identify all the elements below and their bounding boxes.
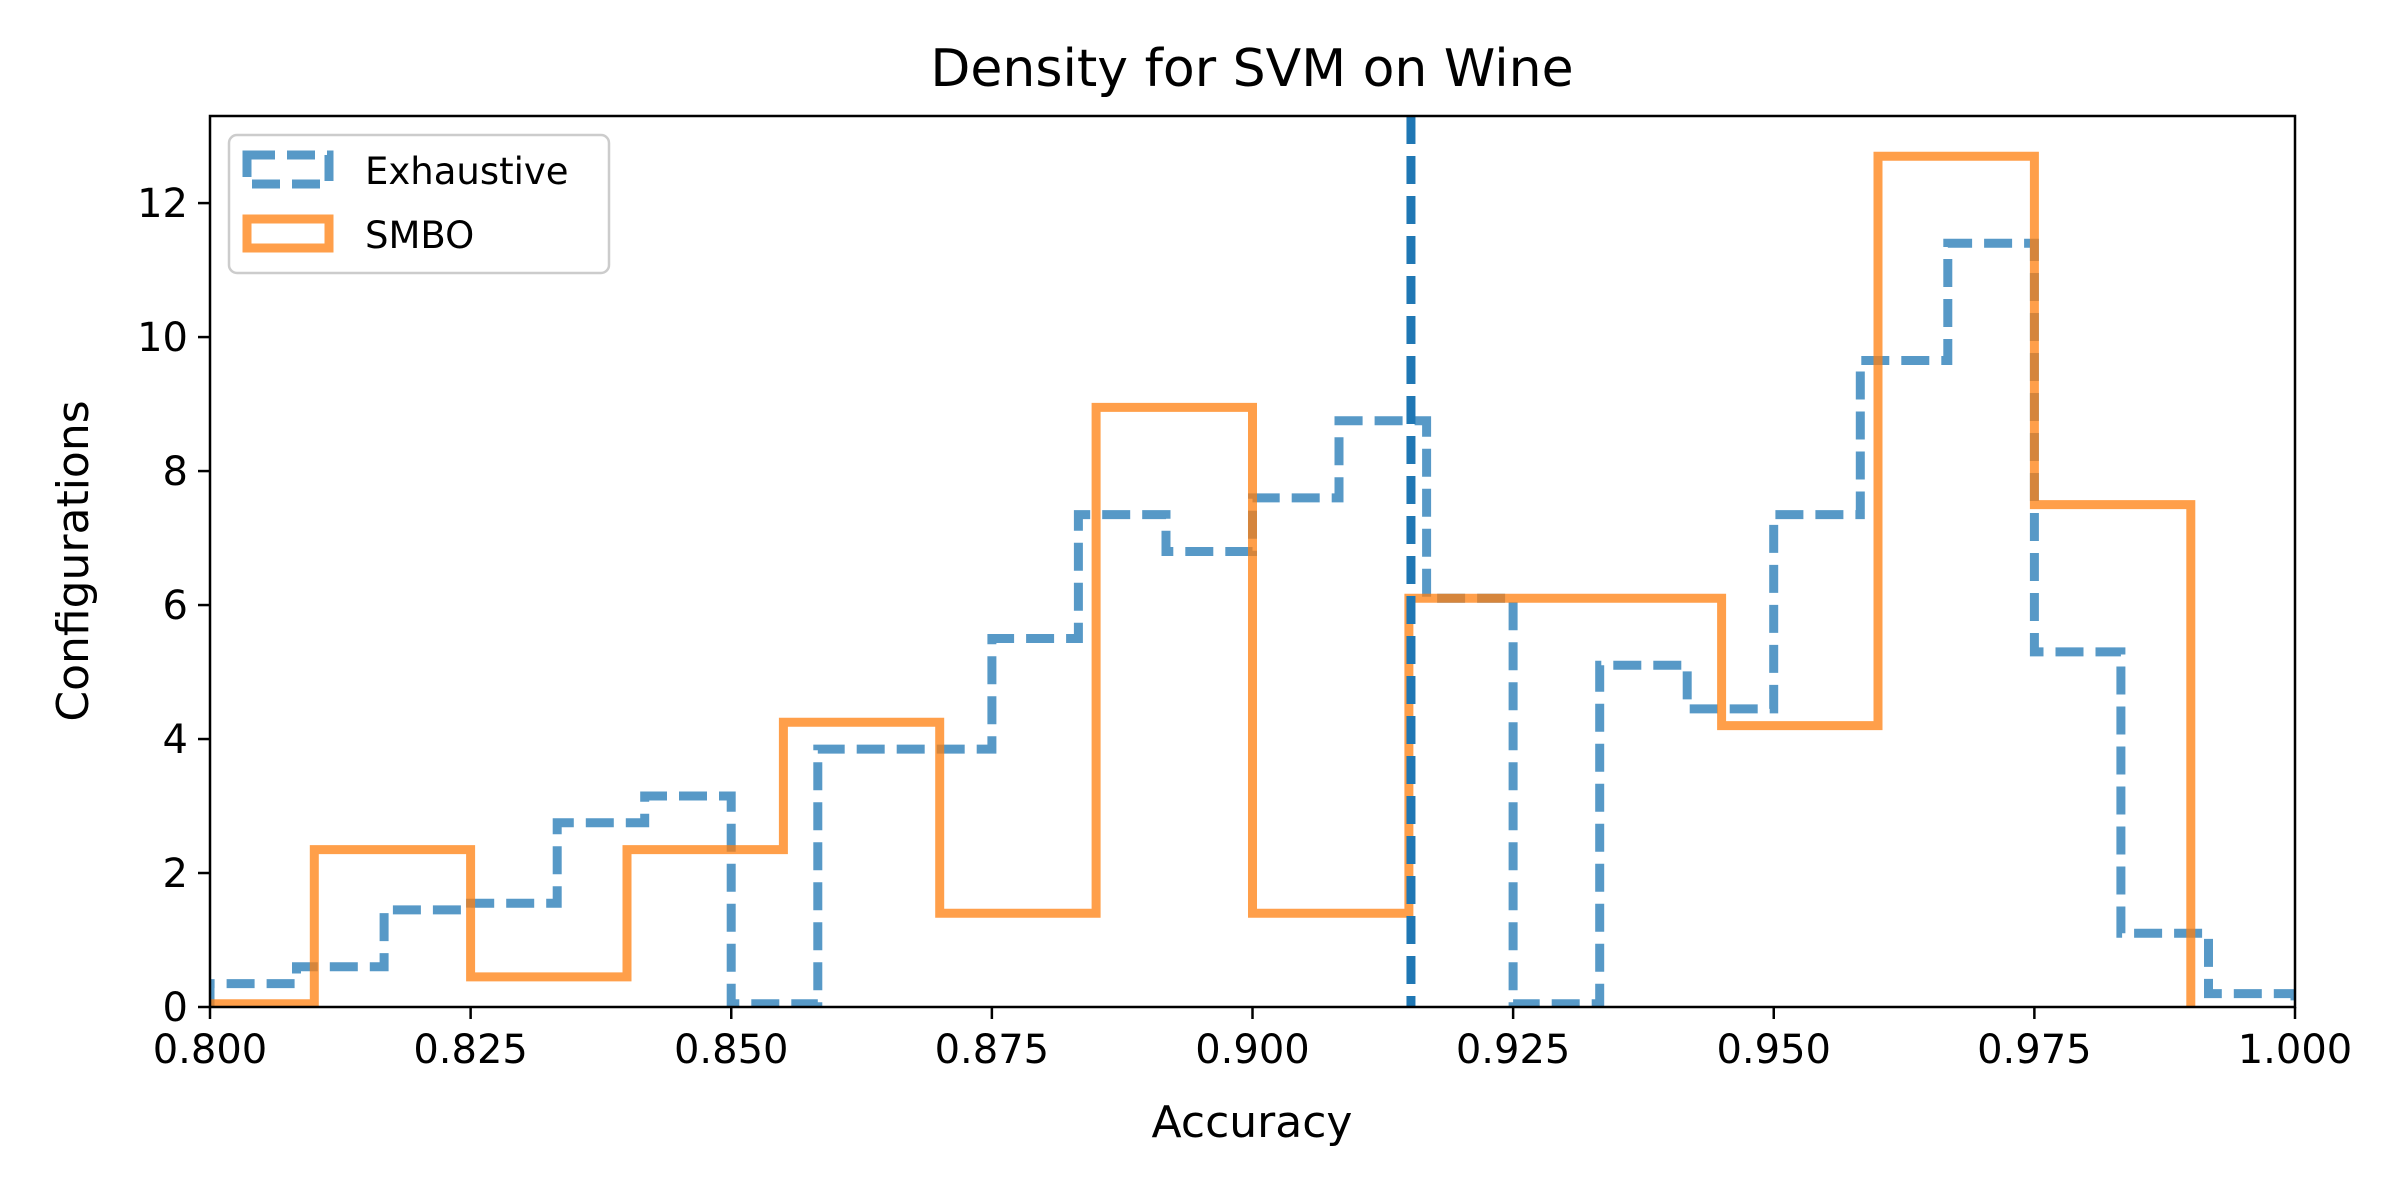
y-axis-ticks: 0 2 4 6 8 10 12	[137, 181, 210, 1031]
y-tick-label: 8	[163, 449, 188, 495]
legend-label-exhaustive: Exhaustive	[365, 150, 569, 193]
legend: Exhaustive SMBO	[227, 133, 611, 275]
chart-title: Density for SVM on Wine	[930, 39, 1573, 99]
y-tick-label: 0	[163, 985, 188, 1031]
x-tick-label: 0.975	[1977, 1027, 2092, 1073]
legend-box	[227, 133, 611, 275]
x-axis-label: Accuracy	[1152, 1097, 1353, 1148]
x-tick-label: 1.000	[2238, 1027, 2353, 1073]
y-tick-label: 10	[137, 315, 188, 361]
x-tick-label: 0.925	[1456, 1027, 1571, 1073]
y-axis-label: Configurations	[48, 400, 99, 721]
legend-label-smbo: SMBO	[365, 214, 474, 257]
x-tick-label: 0.875	[935, 1027, 1050, 1073]
series-layer	[210, 116, 2295, 1007]
legend-swatch-smbo	[242, 214, 334, 253]
x-tick-label: 0.950	[1716, 1027, 1831, 1073]
legend-swatch-exhaustive	[242, 150, 334, 189]
x-tick-label: 0.800	[153, 1027, 268, 1073]
y-tick-label: 12	[137, 181, 188, 227]
series-smbo-step-line	[210, 151, 2196, 1007]
y-tick-label: 2	[163, 851, 188, 897]
x-tick-label: 0.825	[413, 1027, 528, 1073]
x-tick-label: 0.900	[1195, 1027, 1310, 1073]
x-tick-label: 0.850	[674, 1027, 789, 1073]
x-axis-ticks: 0.800 0.825 0.850 0.875 0.900 0.925 0.950 0.975…	[153, 1007, 2353, 1073]
y-tick-label: 4	[163, 717, 188, 763]
y-tick-label: 6	[163, 583, 188, 629]
